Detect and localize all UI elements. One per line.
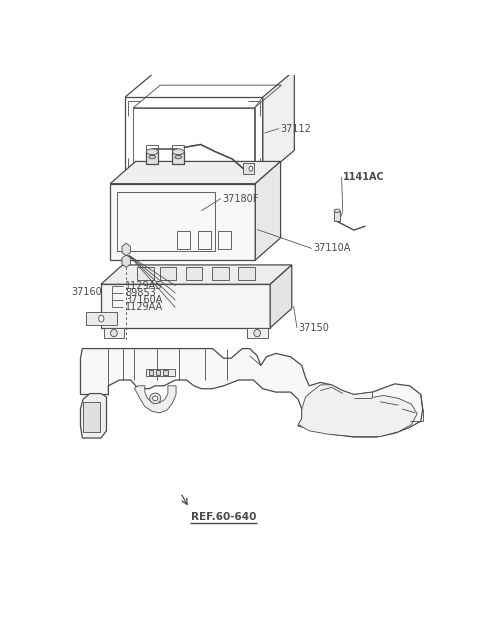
Text: 37160A: 37160A [125,295,162,305]
Polygon shape [86,312,117,325]
Polygon shape [255,161,281,260]
Ellipse shape [254,330,261,337]
Ellipse shape [172,149,184,154]
Text: REF.60-640: REF.60-640 [191,512,256,522]
Polygon shape [104,328,124,338]
Ellipse shape [175,155,181,159]
Text: 1129AS: 1129AS [125,281,162,291]
Bar [148,371,153,375]
Polygon shape [263,70,294,177]
Ellipse shape [110,330,117,337]
Polygon shape [160,268,177,280]
Text: 37112: 37112 [281,124,312,134]
Ellipse shape [249,166,252,171]
Polygon shape [110,183,255,260]
Polygon shape [101,284,270,328]
Polygon shape [334,211,340,222]
Ellipse shape [150,393,161,404]
Ellipse shape [99,315,104,322]
Polygon shape [298,385,417,436]
Polygon shape [243,163,254,175]
Polygon shape [81,394,107,438]
Polygon shape [83,402,100,432]
Text: 37110A: 37110A [313,244,350,254]
Bar [156,371,160,375]
Ellipse shape [334,209,340,212]
Text: 37160: 37160 [71,286,102,296]
Polygon shape [270,265,292,328]
Ellipse shape [153,396,158,401]
Polygon shape [172,152,184,164]
Bar [163,371,168,375]
Text: 1129AA: 1129AA [125,303,163,313]
Text: 1141AC: 1141AC [343,172,384,182]
Polygon shape [247,328,267,338]
Polygon shape [137,268,154,280]
Text: 89853: 89853 [125,288,156,298]
Ellipse shape [149,155,156,159]
Polygon shape [134,386,176,413]
Polygon shape [110,161,281,183]
Polygon shape [238,268,254,280]
Text: 37180F: 37180F [222,193,258,203]
Polygon shape [186,268,203,280]
Polygon shape [145,369,175,376]
Polygon shape [125,97,263,177]
Polygon shape [81,349,423,437]
Ellipse shape [146,149,158,154]
Polygon shape [212,268,228,280]
Polygon shape [101,265,292,284]
Polygon shape [146,152,158,164]
Text: 37150: 37150 [298,323,329,333]
